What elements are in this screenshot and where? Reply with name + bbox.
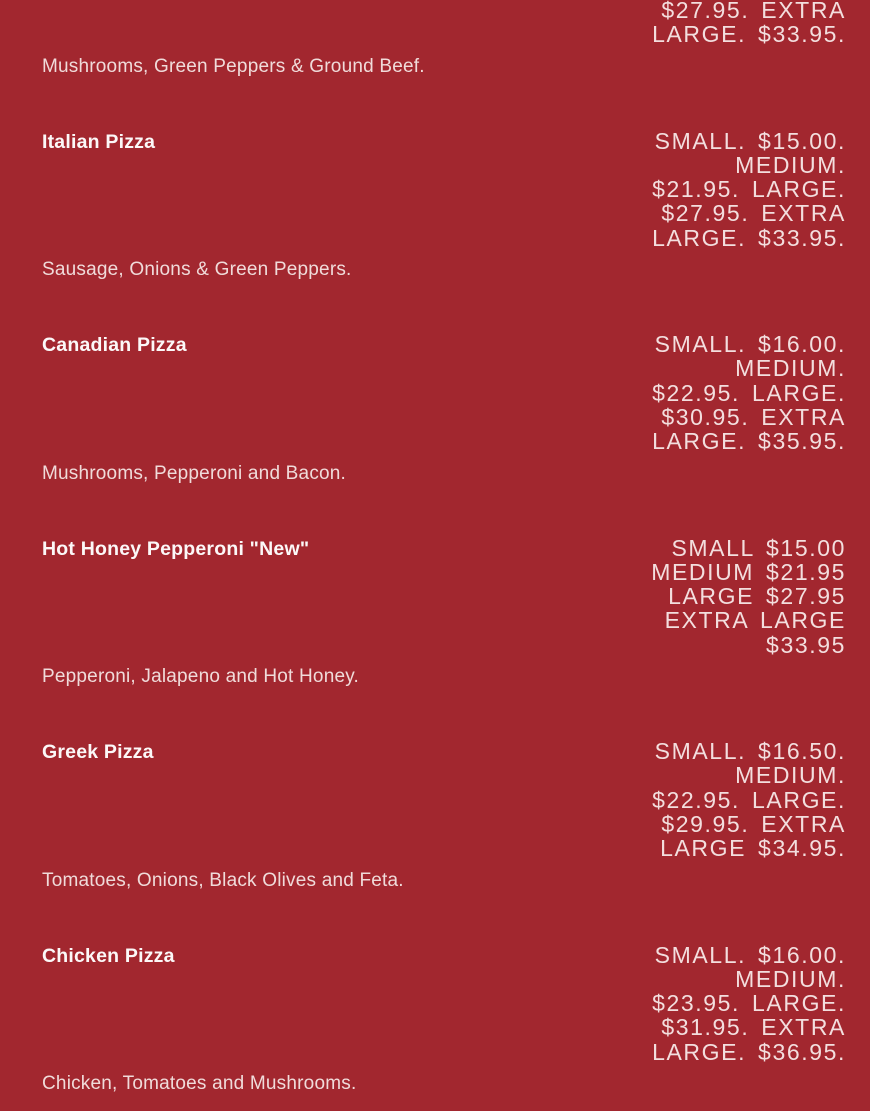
price-line: SMALL. $16.00. bbox=[654, 331, 846, 358]
menu-item-prices: SMALL. $15.00. MEDIUM. $21.95. LARGE. $2… bbox=[646, 127, 846, 251]
menu-item-name: Italian Pizza bbox=[42, 130, 156, 153]
menu-item-description: Mushrooms, Green Peppers & Ground Beef. bbox=[42, 55, 425, 77]
price-line: SMALL. $16.50. bbox=[654, 738, 846, 765]
price-line: SMALL. $15.00. bbox=[654, 127, 846, 154]
price-line: MEDIUM. bbox=[735, 355, 846, 382]
menu-item: Italian Pizza SMALL. $15.00. MEDIUM. $21… bbox=[42, 127, 846, 282]
menu-item-prices: SMALL. $16.50. MEDIUM. $22.95. LARGE. $2… bbox=[646, 738, 846, 862]
price-line: $33.95 bbox=[766, 631, 846, 658]
menu-item-description: Chicken, Tomatoes and Mushrooms. bbox=[42, 1073, 357, 1095]
price-line: $27.95. EXTRA bbox=[661, 200, 846, 227]
menu-item: Greek Pizza SMALL. $16.50. MEDIUM. $22.9… bbox=[42, 739, 846, 892]
menu-item-prices: SMALL. $16.00. MEDIUM. $22.95. LARGE. $3… bbox=[646, 331, 846, 455]
price-line: $22.95. LARGE. bbox=[652, 786, 846, 813]
menu-item: Hot Honey Pepperoni "New" SMALL $15.00 M… bbox=[42, 534, 846, 689]
price-line: SMALL $15.00 bbox=[671, 534, 846, 561]
price-line: $22.95. LARGE. bbox=[652, 379, 846, 406]
price-line: LARGE. $33.95. bbox=[652, 224, 846, 251]
price-line: SMALL. $16.00. bbox=[654, 941, 846, 968]
menu-item-prices: SMALL $15.00 MEDIUM $21.95 LARGE $27.95 … bbox=[646, 534, 846, 658]
price-line: LARGE. $36.95. bbox=[652, 1038, 846, 1065]
price-line: MEDIUM. bbox=[735, 151, 846, 178]
price-line: $21.95. LARGE. bbox=[652, 176, 846, 203]
price-line: $29.95. EXTRA bbox=[661, 810, 846, 837]
menu-item: $27.95. EXTRA LARGE. $33.95. Mushrooms, … bbox=[42, 0, 846, 79]
menu-item-description: Tomatoes, Onions, Black Olives and Feta. bbox=[42, 869, 404, 891]
price-line: $31.95. EXTRA bbox=[661, 1014, 846, 1041]
menu-item-description: Pepperoni, Jalapeno and Hot Honey. bbox=[42, 666, 359, 688]
price-line: EXTRA LARGE bbox=[664, 607, 846, 634]
price-line: MEDIUM. bbox=[735, 965, 846, 992]
price-line: LARGE $34.95. bbox=[660, 835, 846, 862]
menu-item-description: Sausage, Onions & Green Peppers. bbox=[42, 259, 352, 281]
price-line: $27.95. EXTRA bbox=[661, 0, 846, 23]
menu-item-prices: $27.95. EXTRA LARGE. $33.95. bbox=[42, 0, 846, 47]
menu-item-name: Greek Pizza bbox=[42, 741, 154, 764]
menu-item: Canadian Pizza SMALL. $16.00. MEDIUM. $2… bbox=[42, 332, 846, 485]
menu-item-prices: SMALL. $16.00. MEDIUM. $23.95. LARGE. $3… bbox=[646, 941, 846, 1065]
price-line: MEDIUM $21.95 bbox=[651, 558, 846, 585]
menu-item-name: Canadian Pizza bbox=[42, 334, 187, 357]
menu-item-name: Chicken Pizza bbox=[42, 944, 175, 967]
price-line: $30.95. EXTRA bbox=[661, 403, 846, 430]
price-line: MEDIUM. bbox=[735, 762, 846, 789]
price-line: LARGE. $35.95. bbox=[652, 428, 846, 455]
price-line: LARGE. $33.95. bbox=[652, 21, 846, 48]
menu-item-description: Mushrooms, Pepperoni and Bacon. bbox=[42, 462, 347, 484]
menu-item: Chicken Pizza SMALL. $16.00. MEDIUM. $23… bbox=[42, 941, 846, 1096]
menu-item-name: Hot Honey Pepperoni "New" bbox=[42, 537, 310, 560]
price-line: $23.95. LARGE. bbox=[652, 990, 846, 1017]
price-line: LARGE $27.95 bbox=[668, 583, 846, 610]
